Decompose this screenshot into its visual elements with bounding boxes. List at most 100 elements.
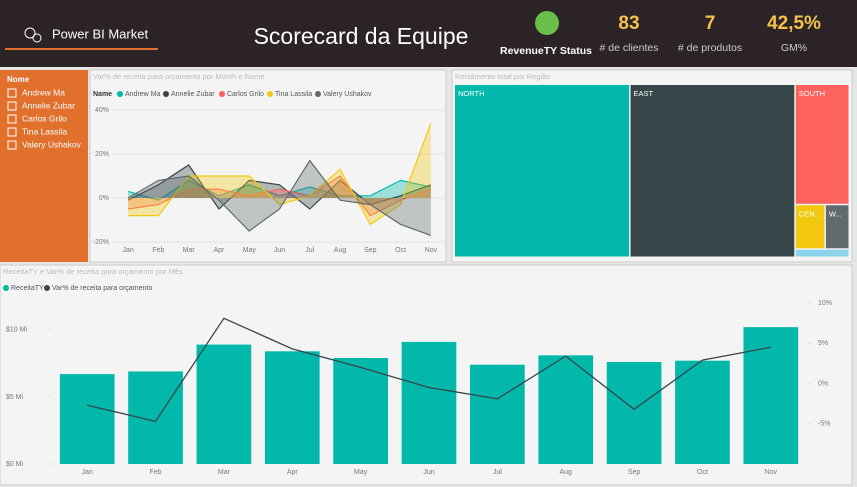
tile-label: SOUTH xyxy=(799,89,825,98)
x-tick-label: Jul xyxy=(305,247,314,254)
bar xyxy=(470,364,525,464)
tile-label: EAST xyxy=(634,89,654,98)
kpi-label: # de produtos xyxy=(678,42,742,54)
x-tick-label: May xyxy=(354,469,368,476)
y-tick-label: 0% xyxy=(99,195,109,202)
legend-label: ReceitaTY xyxy=(11,285,44,292)
bar xyxy=(196,344,252,464)
area xyxy=(128,176,431,216)
x-tick-label: Jan xyxy=(82,469,93,476)
treemap-tile xyxy=(825,205,849,249)
x-tick-label: Apr xyxy=(214,247,226,254)
treemap-tile xyxy=(795,85,849,204)
x-tick-label: Sep xyxy=(628,469,641,476)
slicer-panel xyxy=(0,70,88,262)
x-tick-label: Nov xyxy=(765,469,778,476)
bar xyxy=(128,371,183,464)
kpi-value: 83 xyxy=(618,13,639,34)
treemap-tile xyxy=(630,85,795,257)
x-tick-label: Jul xyxy=(493,469,502,476)
legend-swatch xyxy=(44,285,50,291)
line xyxy=(127,179,431,201)
chart-title: ReceitaTY e Var% de receita para orçamen… xyxy=(3,267,183,276)
y2-tick-label: -5% xyxy=(818,421,830,428)
tile-label: W... xyxy=(829,209,842,218)
checkbox[interactable] xyxy=(7,114,17,124)
bar xyxy=(675,360,730,464)
kpi-value: 7 xyxy=(705,13,716,34)
slicer-item[interactable]: Andrew Ma xyxy=(22,87,65,97)
legend-label: Andrew Ma xyxy=(125,91,161,98)
bar xyxy=(401,341,457,464)
legend-swatch xyxy=(163,91,169,97)
x-tick-label: Jan xyxy=(122,247,133,254)
tile-label: CEN... xyxy=(799,209,821,218)
legend-swatch xyxy=(219,91,225,97)
chart-title: Var% de receita para orçamento por Month… xyxy=(93,72,265,81)
bar xyxy=(59,374,115,464)
line xyxy=(127,159,432,236)
y-tick-label: 20% xyxy=(95,151,109,158)
legend-swatch xyxy=(3,285,9,291)
slicer-item[interactable]: Valery Ushakov xyxy=(22,139,82,149)
x-tick-label: Mar xyxy=(218,469,231,476)
bar xyxy=(743,327,799,464)
page-title: Scorecard da Equipe xyxy=(254,23,469,49)
x-tick-label: Apr xyxy=(287,469,299,476)
x-tick-label: Nov xyxy=(425,247,438,254)
line xyxy=(87,317,771,423)
line xyxy=(128,122,432,226)
y-tick-label: $5 Mi xyxy=(6,394,24,401)
x-tick-label: Mar xyxy=(183,247,196,254)
slicer-item[interactable]: Carlos Grilo xyxy=(22,113,67,123)
y2-tick-label: 0% xyxy=(818,380,828,387)
kpi-value: 42,5% xyxy=(767,13,821,34)
bar xyxy=(333,358,388,464)
slicer-item[interactable]: Annelie Zubar xyxy=(22,100,75,110)
legend-label: Valery Ushakov xyxy=(323,91,372,98)
x-tick-label: May xyxy=(243,247,257,254)
x-tick-label: Jun xyxy=(274,247,285,254)
x-tick-label: Oct xyxy=(697,469,708,476)
chart-title: Rendimento total por Região xyxy=(455,72,550,81)
checkbox[interactable] xyxy=(7,140,17,150)
legend-label: Tina Lassila xyxy=(275,91,312,98)
logo xyxy=(24,27,36,39)
x-tick-label: Jun xyxy=(423,469,434,476)
treemap-tile xyxy=(795,249,849,257)
checkbox[interactable] xyxy=(7,88,17,98)
slicer-item[interactable]: Tina Lassila xyxy=(22,126,67,136)
legend-swatch xyxy=(267,91,273,97)
slicer-title: Nome xyxy=(7,75,30,84)
x-tick-label: Aug xyxy=(334,247,347,254)
y-tick-label: $0 Mi xyxy=(6,461,24,468)
checkbox[interactable] xyxy=(7,127,17,137)
status-indicator xyxy=(535,11,559,35)
legend-label: Carlos Grilo xyxy=(227,91,264,98)
header-bar xyxy=(0,0,857,67)
area xyxy=(128,180,431,201)
panel xyxy=(89,69,447,263)
line xyxy=(128,175,432,217)
line xyxy=(127,164,432,210)
legend-swatch xyxy=(315,91,321,97)
y2-tick-label: 5% xyxy=(818,340,828,347)
x-tick-label: Oct xyxy=(395,247,406,254)
legend-swatch xyxy=(117,91,123,97)
treemap-tile xyxy=(795,205,825,249)
x-tick-label: Feb xyxy=(152,247,164,254)
bar xyxy=(538,355,594,464)
logo xyxy=(32,33,42,43)
bar xyxy=(264,351,320,464)
x-tick-label: Feb xyxy=(150,469,162,476)
y-tick-label: -20% xyxy=(93,239,109,246)
legend-title: Name xyxy=(93,91,112,98)
y-tick-label: 40% xyxy=(95,107,109,114)
status-label: RevenueTY Status xyxy=(500,45,592,57)
tile-label: NORTH xyxy=(458,89,485,98)
treemap-tile xyxy=(455,85,630,257)
legend-label: Var% de receita para orçamento xyxy=(52,285,152,292)
legend-label: Annelie Zubar xyxy=(171,91,215,98)
checkbox[interactable] xyxy=(7,101,17,111)
